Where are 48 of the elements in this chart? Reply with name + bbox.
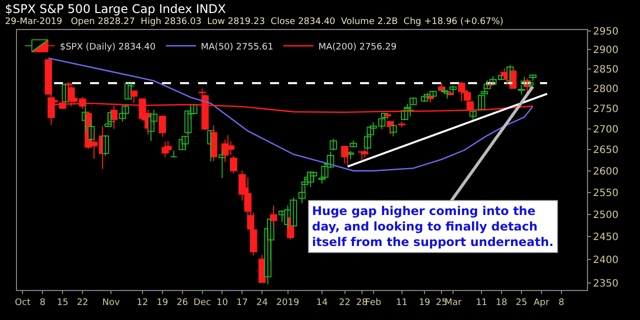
y-tick-label: 2950	[593, 26, 618, 38]
y-tick-label: 2400	[593, 255, 618, 266]
y-tick-label: 2350	[593, 278, 618, 290]
candlestick	[350, 140, 357, 148]
legend-label: MA(200) 2756.29	[318, 42, 397, 52]
x-tick-label: 10	[216, 298, 228, 308]
y-tick-label: 2500	[593, 210, 618, 221]
annotation: Huge gap higher coming into the day, and looking to finally detach itself from the support underneath.	[312, 204, 554, 250]
x-tick-label: 2019	[276, 298, 300, 308]
x-tick-label: 22	[76, 298, 88, 308]
chart-subtitle: 29-Mar-2019 Open 2828.27 High 2836.03 Low 2819.23 Close 2834.40 Volume 2.2B Chg +18.96 (+0.67%)	[5, 17, 504, 27]
x-tick-label: Apr	[534, 298, 550, 308]
x-tick-label: 17	[236, 298, 248, 308]
y-tick-label: 2750	[593, 104, 618, 116]
x-tick-label: 24	[256, 298, 268, 308]
line-series	[48, 58, 534, 172]
x-tick-label: 26	[176, 298, 188, 308]
y-tick-label: 2900	[593, 45, 618, 56]
x-tick-label: 8	[558, 298, 564, 308]
candlestick	[529, 74, 536, 82]
y-tick-label: 2850	[593, 64, 618, 76]
x-tick-label: 14	[316, 298, 328, 308]
x-tick-label: 11	[396, 298, 408, 308]
x-tick-label: 18	[496, 298, 508, 308]
y-tick-label: 2450	[593, 232, 618, 244]
y-tick-label: 2700	[593, 124, 618, 136]
y-tick-label: 2800	[593, 84, 618, 96]
x-tick-label: 12	[136, 298, 148, 308]
y-tick-label: 2650	[593, 145, 618, 156]
chart-title: $SPX S&P 500 Large Cap Index INDX	[5, 2, 226, 16]
y-tick-label: 2550	[593, 188, 618, 199]
x-tick-label: 8	[40, 298, 46, 308]
y-tick-label: 2600	[593, 166, 618, 178]
candlestick	[170, 150, 178, 158]
x-tick-label: 19	[418, 298, 431, 308]
candlestick	[398, 121, 406, 128]
x-tick-label: Nov	[102, 298, 120, 308]
x-tick-label: 22	[339, 298, 350, 308]
x-tick-label: 25	[516, 298, 528, 308]
legend-label: MA(50) 2755.61	[200, 42, 274, 52]
x-tick-label: 11	[476, 298, 488, 308]
candlestick	[330, 138, 337, 152]
x-tick-label: Mar	[444, 298, 462, 308]
legend-label: $SPX (Daily) 2834.40	[60, 42, 156, 52]
x-tick-label: 19	[156, 298, 168, 308]
x-tick-label: 15	[56, 298, 68, 308]
x-tick-label: Oct	[14, 298, 31, 308]
x-tick-label: Dec	[194, 298, 212, 308]
